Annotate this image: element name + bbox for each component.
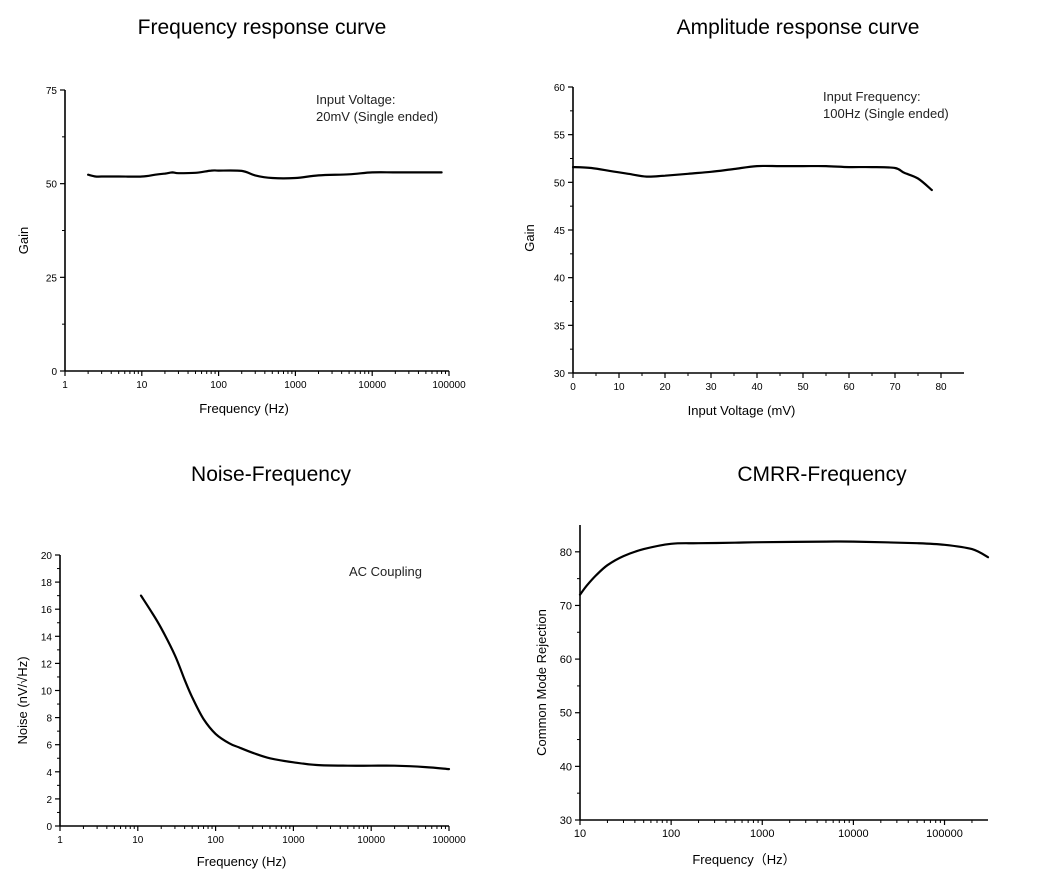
chart-annotation: 20mV (Single ended) bbox=[316, 109, 438, 124]
y-tick-label: 50 bbox=[554, 178, 566, 189]
chart-title: Amplitude response curve bbox=[677, 16, 920, 39]
y-tick-label: 60 bbox=[560, 654, 572, 666]
x-axis-label: Frequency（Hz） bbox=[692, 852, 795, 867]
series-line-1 bbox=[578, 540, 990, 596]
x-tick-label: 10 bbox=[132, 835, 144, 846]
chart-title: Frequency response curve bbox=[138, 16, 387, 39]
y-tick-label: 45 bbox=[554, 226, 566, 237]
y-tick-label: 14 bbox=[41, 632, 53, 643]
chart-annotation: Input Frequency: bbox=[823, 89, 921, 104]
x-axis-label: Frequency (Hz) bbox=[199, 401, 289, 416]
chart-4: CMRR-Frequency 10 100 1000 10000 100000 30 40 50… bbox=[534, 463, 990, 867]
y-tick-label: 4 bbox=[46, 768, 52, 779]
x-tick-label: 50 bbox=[797, 382, 809, 393]
x-axis-label: Input Voltage (mV) bbox=[688, 403, 796, 418]
x-tick-label: 1 bbox=[62, 380, 68, 391]
y-axis-label: Common Mode Rejection bbox=[534, 609, 549, 756]
x-axis-label: Frequency (Hz) bbox=[197, 854, 287, 869]
x-tick-label: 10000 bbox=[358, 380, 386, 391]
chart-annotation: AC Coupling bbox=[349, 564, 422, 579]
chart-1: Frequency response curve 1 10 100 1000 10000 1… bbox=[16, 16, 466, 416]
x-tick-label: 100000 bbox=[926, 828, 963, 840]
y-tick-label: 10 bbox=[41, 687, 53, 698]
x-tick-label: 20 bbox=[659, 382, 671, 393]
y-tick-label: 75 bbox=[46, 86, 58, 97]
x-tick-label: 10000 bbox=[838, 828, 869, 840]
y-tick-label: 40 bbox=[560, 761, 572, 773]
y-tick-label: 30 bbox=[554, 369, 566, 380]
y-tick-label: 25 bbox=[46, 273, 58, 284]
y-tick-label: 2 bbox=[46, 795, 52, 806]
series-line-1 bbox=[139, 594, 451, 771]
x-tick-label: 80 bbox=[935, 382, 947, 393]
chart-annotation: Input Voltage: bbox=[316, 92, 396, 107]
x-tick-label: 100000 bbox=[432, 380, 466, 391]
x-tick-label: 1000 bbox=[284, 380, 307, 391]
x-tick-label: 10 bbox=[136, 380, 148, 391]
x-tick-label: 0 bbox=[570, 382, 576, 393]
x-tick-label: 10000 bbox=[357, 835, 385, 846]
chart-3: Noise-Frequency 1 10 100 1000 10000 100000 0 2 4 6… bbox=[15, 463, 466, 869]
y-tick-label: 12 bbox=[41, 659, 53, 670]
y-tick-label: 40 bbox=[554, 274, 566, 285]
chart-title: CMRR-Frequency bbox=[737, 463, 907, 486]
x-tick-label: 60 bbox=[843, 382, 855, 393]
y-tick-label: 50 bbox=[560, 708, 572, 720]
y-axis-label: Gain bbox=[522, 224, 537, 251]
chart-annotation: 100Hz (Single ended) bbox=[823, 106, 949, 121]
y-tick-label: 16 bbox=[41, 605, 53, 616]
y-axis-label: Gain bbox=[16, 227, 31, 254]
x-tick-label: 100 bbox=[207, 835, 224, 846]
y-tick-label: 80 bbox=[560, 547, 572, 559]
y-tick-label: 6 bbox=[46, 741, 52, 752]
x-tick-label: 1 bbox=[57, 835, 63, 846]
y-tick-label: 55 bbox=[554, 131, 566, 142]
y-tick-label: 30 bbox=[560, 815, 572, 827]
y-tick-label: 8 bbox=[46, 714, 52, 725]
y-tick-label: 18 bbox=[41, 578, 53, 589]
y-axis-label: Noise (nV/√Hz) bbox=[15, 656, 30, 744]
x-tick-label: 30 bbox=[705, 382, 717, 393]
x-tick-label: 100 bbox=[210, 380, 227, 391]
y-tick-label: 0 bbox=[51, 367, 57, 378]
x-tick-label: 1000 bbox=[750, 828, 774, 840]
x-tick-label: 100 bbox=[662, 828, 680, 840]
x-tick-label: 10 bbox=[574, 828, 586, 840]
y-tick-label: 60 bbox=[554, 83, 566, 94]
x-tick-label: 10 bbox=[613, 382, 625, 393]
chart-title: Noise-Frequency bbox=[191, 463, 351, 486]
y-tick-label: 20 bbox=[41, 551, 53, 562]
y-tick-label: 35 bbox=[554, 321, 566, 332]
x-tick-label: 100000 bbox=[432, 835, 466, 846]
y-tick-label: 50 bbox=[46, 180, 58, 191]
chart-2: Amplitude response curve 0 10 20 30 40 50 60 70 8… bbox=[522, 16, 964, 418]
y-tick-label: 0 bbox=[46, 822, 52, 833]
x-tick-label: 70 bbox=[889, 382, 901, 393]
x-tick-label: 40 bbox=[751, 382, 763, 393]
y-tick-label: 70 bbox=[560, 600, 572, 612]
series-line-1 bbox=[87, 169, 443, 180]
x-tick-label: 1000 bbox=[282, 835, 305, 846]
series-line-1 bbox=[571, 164, 933, 192]
